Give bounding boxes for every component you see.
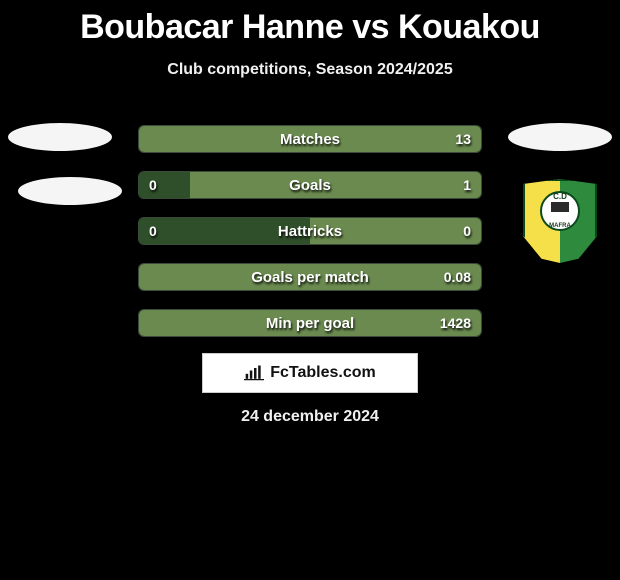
brand-box: FcTables.com	[202, 353, 418, 393]
stat-row: Goals per match0.08	[138, 263, 482, 291]
stat-bars-container: Matches13 Goals01 Hattricks00 Goals per mat…	[138, 125, 482, 355]
stat-row: Min per goal1428	[138, 309, 482, 337]
badge-bottom-text: MAFRA	[549, 223, 571, 229]
stat-bar-player1	[139, 218, 310, 244]
castle-icon	[551, 202, 569, 212]
brand-text: FcTables.com	[270, 364, 376, 382]
badge-top-text: C.D	[553, 193, 567, 201]
page-title: Boubacar Hanne vs Kouakou	[0, 0, 620, 47]
stat-bar-player2	[190, 172, 481, 198]
stat-row: Matches13	[138, 125, 482, 153]
stat-bar-player1	[139, 172, 190, 198]
club-badge: C.D MAFRA	[508, 177, 612, 265]
player2-avatar-placeholder	[508, 123, 612, 151]
infographic-root: Boubacar Hanne vs Kouakou Club competiti…	[0, 0, 620, 580]
stat-row: Goals01	[138, 171, 482, 199]
player1-avatar-placeholder-1	[8, 123, 112, 151]
shield-icon: C.D MAFRA	[523, 179, 597, 263]
stat-bar-player2	[139, 310, 481, 336]
stat-bar-player2	[139, 264, 481, 290]
player1-avatar-placeholder-2	[18, 177, 122, 205]
bar-chart-icon	[244, 365, 264, 381]
page-subtitle: Club competitions, Season 2024/2025	[0, 61, 620, 79]
stat-row: Hattricks00	[138, 217, 482, 245]
shield-inner-circle: C.D MAFRA	[540, 191, 580, 231]
stat-bar-player2	[139, 126, 481, 152]
stat-bar-player2	[310, 218, 481, 244]
generation-date: 24 december 2024	[0, 408, 620, 426]
